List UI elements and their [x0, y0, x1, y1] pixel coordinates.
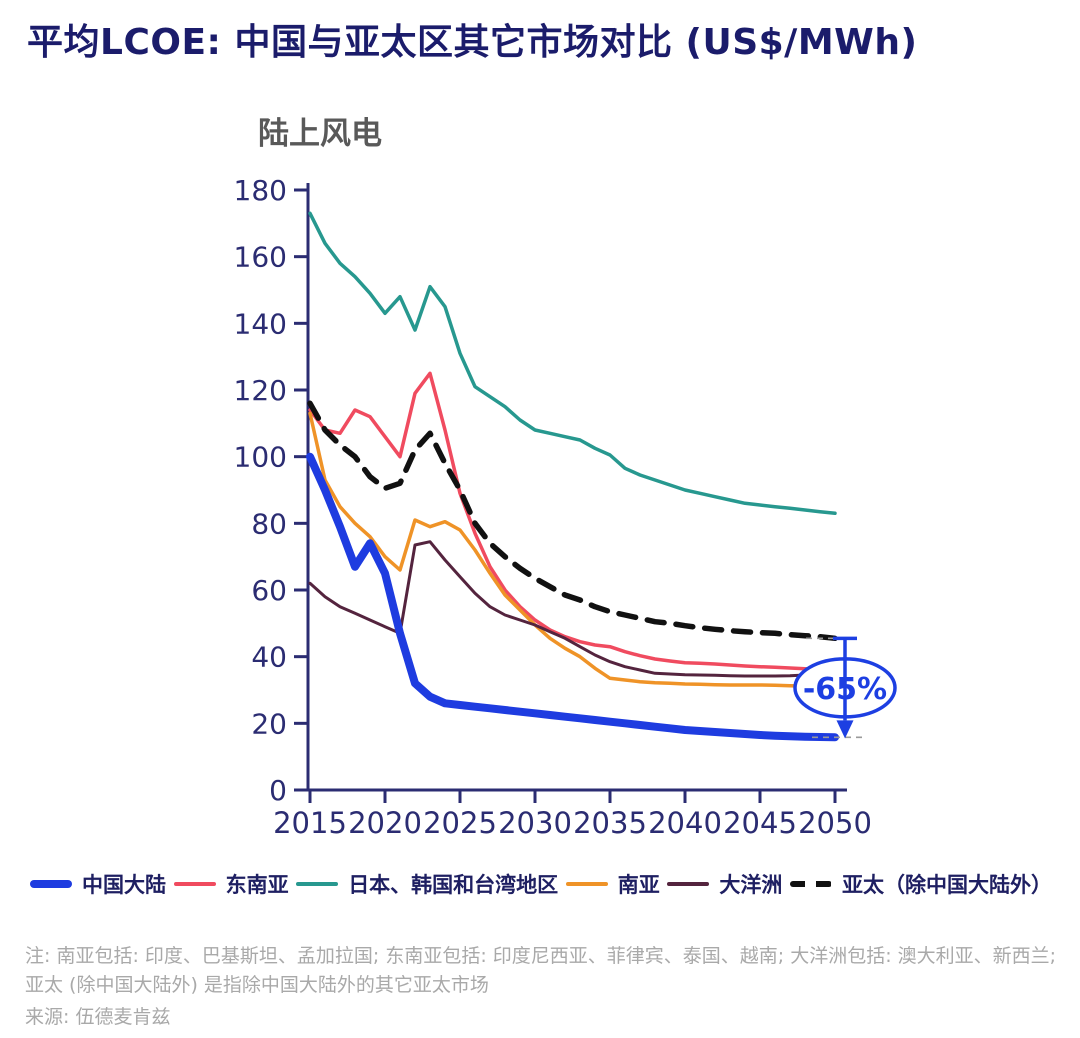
legend-label-south-asia: 南亚 [617, 873, 660, 897]
x-tick-label: 2045 [723, 806, 797, 840]
x-tick-label: 2030 [498, 806, 572, 840]
legend-item-china: 中国大陆 [30, 869, 166, 899]
x-tick-label: 2035 [573, 806, 647, 840]
x-tick-label: 2040 [648, 806, 722, 840]
legend-label-japan-korea-taiwan: 日本、韩国和台湾地区 [348, 873, 559, 897]
y-tick-label: 80 [251, 507, 287, 540]
legend-item-japan-korea-taiwan: 日本、韩国和台湾地区 [296, 869, 558, 899]
chart-legend: 中国大陆 东南亚 日本、韩国和台湾地区 南亚 大洋洲 亚太（除中国大陆外） [30, 869, 1052, 899]
annotation-label: -65% [803, 672, 887, 707]
y-tick-label: 140 [234, 307, 287, 340]
y-tick-label: 100 [234, 441, 287, 474]
legend-swatch-south-asia [565, 882, 608, 886]
source-text: 来源: 伍德麦肯兹 [25, 1005, 171, 1028]
legend-item-oceania: 大洋洲 [667, 869, 782, 899]
series-line-1 [308, 371, 837, 672]
legend-label-oceania: 大洋洲 [719, 873, 783, 897]
series-line-3 [308, 411, 837, 689]
legend-label-china: 中国大陆 [82, 873, 166, 897]
y-tick-label: 160 [234, 241, 287, 274]
y-tick-label: 60 [251, 574, 287, 607]
page-title: 平均LCOE: 中国与亚太区其它市场对比 (US$/MWh) [27, 22, 918, 63]
legend-item-apac-ex-china: 亚太（除中国大陆外） [789, 869, 1052, 899]
y-tick-label: 120 [234, 374, 287, 407]
y-tick-label: 180 [234, 174, 287, 207]
y-tick-label: 20 [251, 707, 287, 740]
series-line-0 [306, 452, 839, 742]
legend-item-southeast-asia: 东南亚 [173, 869, 289, 899]
series-line-5 [307, 400, 838, 642]
y-tick-label: 40 [251, 641, 287, 674]
legend-label-apac-ex-china: 亚太（除中国大陆外） [841, 873, 1052, 897]
legend-swatch-china [30, 880, 72, 888]
legend-swatch-southeast-asia [173, 882, 216, 886]
legend-swatch-japan-korea-taiwan [296, 882, 339, 886]
y-tick-label: 0 [269, 774, 287, 807]
legend-label-southeast-asia: 东南亚 [225, 873, 289, 897]
x-tick-label: 2015 [273, 806, 347, 840]
x-tick-label: 2020 [348, 806, 422, 840]
series-line-2 [308, 211, 837, 516]
chart-subtitle: 陆上风电 [258, 116, 382, 152]
legend-swatch-apac-ex-china [789, 881, 832, 887]
note-text: 注: 南亚包括: 印度、巴基斯坦、孟加拉国; 东南亚包括: 印度尼西亚、菲律宾、… [25, 945, 1057, 996]
x-tick-label: 2050 [798, 806, 872, 840]
chart-notes: 注: 南亚包括: 印度、巴基斯坦、孟加拉国; 东南亚包括: 印度尼西亚、菲律宾、… [25, 942, 1063, 1032]
legend-item-south-asia: 南亚 [565, 869, 660, 899]
x-tick-label: 2025 [423, 806, 497, 840]
annotation-arrow-head [836, 720, 854, 739]
legend-swatch-oceania [667, 882, 710, 886]
